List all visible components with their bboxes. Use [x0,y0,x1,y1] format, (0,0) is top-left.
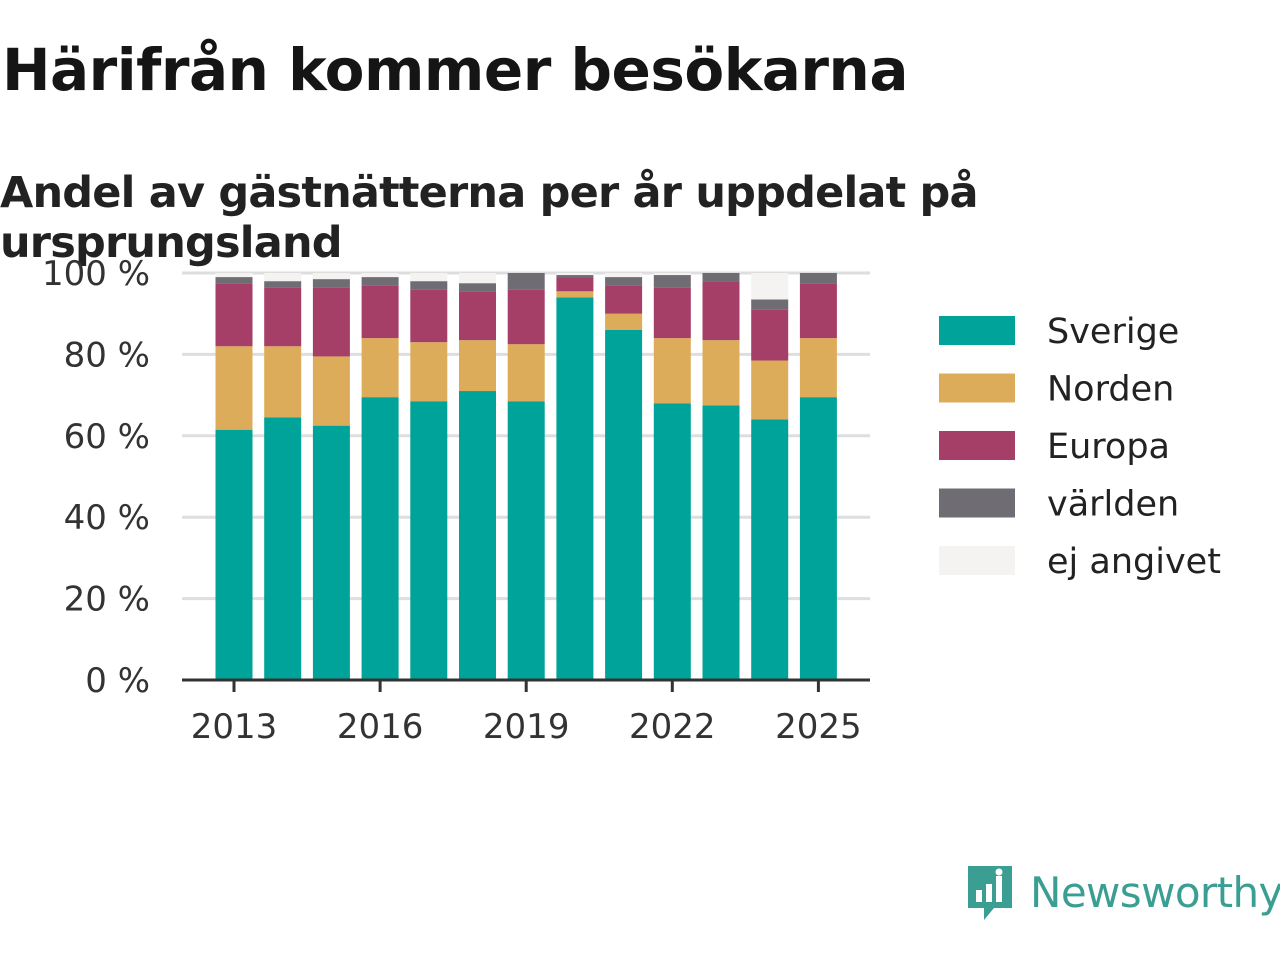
bar-segment [653,287,691,339]
bar-segment [751,273,789,300]
x-tick-label: 2013 [191,707,278,747]
bar-segment [215,273,253,278]
bar-segment [264,273,302,282]
bar-segment [653,275,691,288]
bar-segment [410,281,448,290]
bar-segment [653,403,691,680]
brand-logo: Newsworthy [964,862,1280,922]
bar-segment [751,309,789,361]
bar-segment [556,277,594,292]
legend-label: Sverige [1047,312,1179,352]
bar-segment [751,360,789,420]
bar-segment [410,401,448,680]
bar-segment [215,277,253,284]
y-tick-label: 60 % [64,417,150,457]
bar-segment [702,273,740,282]
chart-subtitle: Andel av gästnätterna per år uppdelat på… [0,168,979,268]
y-tick-label: 20 % [64,580,150,620]
bar-segment [605,313,643,330]
bar-segment [799,397,837,680]
brand-name: Newsworthy [1030,867,1280,917]
bar-segment [264,346,302,418]
bar-segment [799,283,837,339]
bar-segment [312,279,350,288]
bar-segment [459,273,496,284]
bar-segment [459,283,496,292]
bar-segment [653,338,691,404]
legend-swatch [939,316,1015,345]
bar-segment [507,289,545,345]
bar-segment [702,281,740,341]
bar-segment [215,429,253,680]
bar-segment [361,397,399,680]
legend-label: Norden [1047,370,1174,410]
bar-segment [264,281,302,288]
legend-swatch [939,546,1015,575]
bar-segment [605,329,643,680]
bar-segment [556,297,594,680]
bar-segment [459,291,496,341]
bar-segment [215,346,253,430]
bar-segment [410,342,448,402]
y-tick-label: 100 % [42,254,150,294]
legend-swatch [939,373,1015,403]
bar-segment [605,277,643,286]
legend-label: ej angivet [1047,542,1221,582]
x-tick-label: 2016 [337,707,424,747]
legend-swatch [939,488,1015,518]
y-tick-label: 80 % [64,335,150,375]
bar-segment [507,401,545,680]
bar-segment [459,391,496,680]
legend-swatch [939,431,1015,460]
bar-segment [605,273,643,278]
bar-segment [361,277,399,286]
legend-label: världen [1047,485,1179,525]
bar-segment [653,273,691,276]
chart-title: Härifrån kommer besökarna [2,36,908,104]
x-tick-label: 2022 [629,707,716,747]
bar-segment [215,283,253,347]
bar-segment [702,405,740,680]
newsworthy-logo-icon [968,866,1012,920]
bar-segment [361,273,399,278]
bar-segment [556,275,594,278]
bar-segment [507,273,545,290]
bar-segment [312,287,350,357]
bar-segment [361,285,399,339]
bar-segment [751,299,789,310]
bar-segment [799,338,837,398]
bar-segment [410,273,448,282]
bar-segment [264,417,302,680]
bar-segment [556,273,594,276]
bar-segment [361,338,399,398]
bar-segment [410,289,448,343]
legend-label: Europa [1047,427,1170,467]
bar-segment [556,291,594,298]
bar-segment [264,287,302,347]
x-tick-label: 2019 [483,707,570,747]
y-tick-label: 0 % [85,661,150,701]
bar-segment [507,344,545,402]
x-tick-label: 2025 [775,707,862,747]
y-tick-label: 40 % [64,498,150,538]
bar-segment [312,425,350,680]
bar-segment [605,285,643,314]
bar-segment [799,273,837,284]
bar-segment [312,273,350,280]
bar-segment [312,356,350,426]
bar-segment [702,340,740,406]
bar-segment [751,419,789,680]
bar-segment [459,340,496,392]
